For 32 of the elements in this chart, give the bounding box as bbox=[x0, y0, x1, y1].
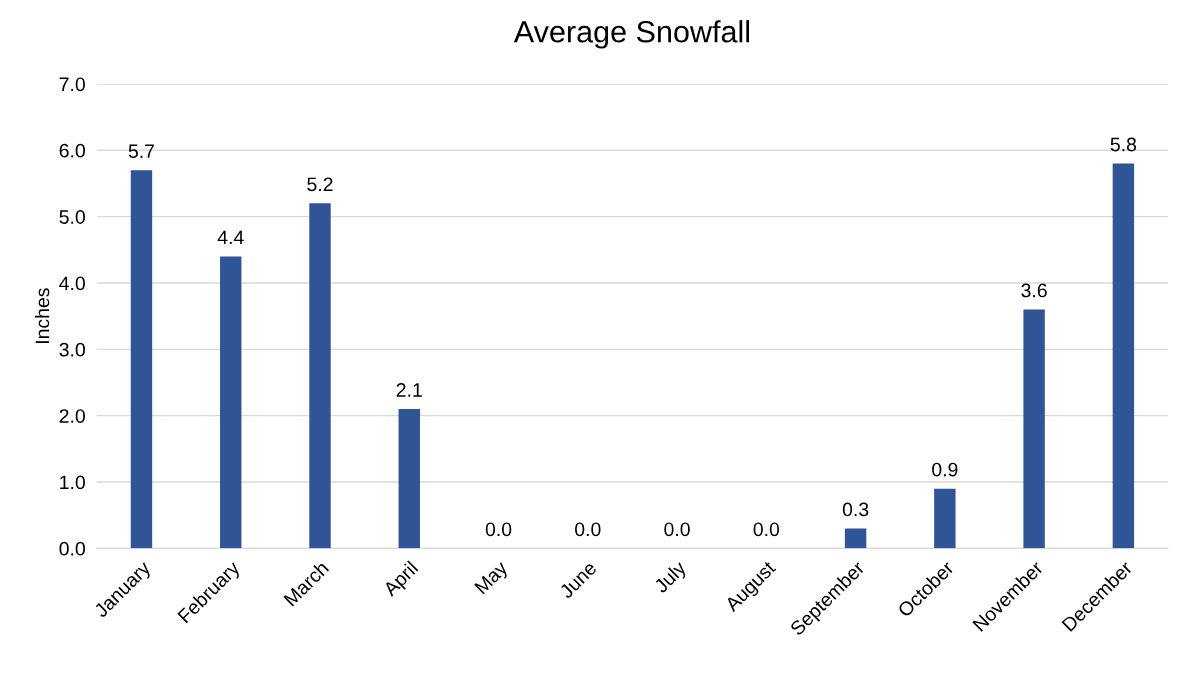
y-tick-label: 5.0 bbox=[59, 210, 85, 224]
data-label: 0.0 bbox=[575, 522, 601, 537]
y-tick-label: 1.0 bbox=[60, 475, 85, 490]
bar bbox=[844, 528, 867, 549]
bar bbox=[220, 256, 242, 549]
x-tick-label: May bbox=[474, 560, 512, 598]
data-label: 0.0 bbox=[664, 522, 690, 537]
chart-title: Average Snowfall bbox=[513, 20, 750, 49]
y-tick-label: 3.0 bbox=[59, 342, 85, 357]
bar bbox=[1023, 309, 1045, 549]
data-label: 5.2 bbox=[307, 177, 333, 192]
bar bbox=[934, 488, 956, 549]
data-label: 0.3 bbox=[842, 502, 869, 517]
data-label: 5.8 bbox=[1110, 137, 1137, 152]
bar bbox=[1112, 163, 1135, 549]
y-tick-label: 6.0 bbox=[59, 143, 85, 158]
y-tick-label: 4.0 bbox=[59, 276, 85, 291]
bar bbox=[309, 203, 331, 549]
data-label: 0.0 bbox=[485, 522, 512, 537]
y-tick-label: 7.0 bbox=[59, 77, 85, 92]
y-tick-label: 0.0 bbox=[59, 541, 85, 556]
data-label: 5.7 bbox=[128, 144, 155, 159]
bar bbox=[398, 409, 420, 549]
data-label: 0.0 bbox=[753, 522, 780, 537]
y-tick-label: 2.0 bbox=[59, 409, 85, 423]
bar bbox=[130, 170, 153, 549]
data-label: 3.6 bbox=[1021, 283, 1047, 298]
x-tick-label: July bbox=[652, 559, 690, 597]
y-axis-title: Inches bbox=[35, 288, 50, 344]
data-label: 2.1 bbox=[396, 383, 422, 397]
data-label: 0.9 bbox=[932, 462, 958, 477]
data-label: 4.4 bbox=[217, 230, 244, 245]
